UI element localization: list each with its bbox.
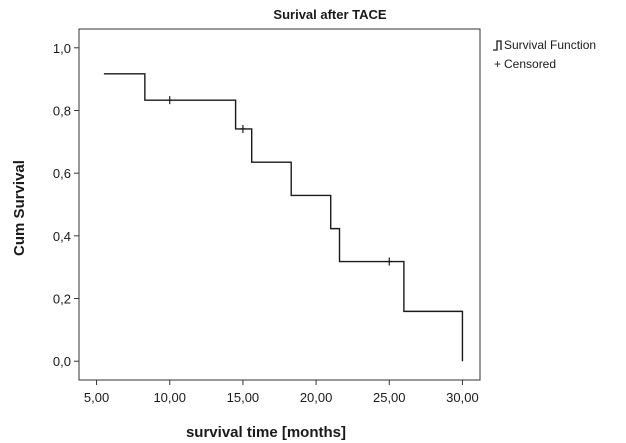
plot-area-frame [78, 28, 481, 381]
survival-function-step-line [103, 73, 464, 362]
legend-survival-function-symbol [493, 40, 502, 51]
legend-survival-function-label: Survival Function [504, 38, 596, 52]
chart-title: Surival after TACE [273, 7, 387, 22]
x-tick-label: 25,00 [373, 390, 406, 405]
y-axis: 0,0 0,2 0,4 0,6 0,8 1,0 [53, 41, 79, 369]
legend: Survival Function + Censored [493, 38, 596, 71]
censored-marker [239, 124, 246, 133]
censored-marker [166, 96, 173, 105]
censored-marker [386, 257, 393, 266]
y-tick-label: 1,0 [53, 41, 71, 56]
x-tick-label: 15,00 [227, 390, 260, 405]
x-axis-label: survival time [months] [186, 424, 346, 441]
legend-censored-label: Censored [504, 57, 556, 71]
y-tick-label: 0,8 [53, 103, 71, 118]
x-tick-label: 30,00 [446, 390, 479, 405]
y-tick-label: 0,2 [53, 292, 71, 307]
y-tick-label: 0,6 [53, 166, 71, 181]
x-tick-label: 20,00 [300, 390, 333, 405]
y-tick-label: 0,0 [53, 354, 71, 369]
legend-censored-symbol: + [494, 57, 501, 71]
x-axis: 5,00 10,00 15,00 20,00 25,00 30,00 [84, 380, 479, 405]
y-axis-label: Cum Survival [11, 160, 28, 256]
x-tick-label: 10,00 [153, 390, 186, 405]
y-tick-label: 0,4 [53, 229, 71, 244]
x-tick-label: 5,00 [84, 390, 109, 405]
plot-series [103, 73, 464, 362]
